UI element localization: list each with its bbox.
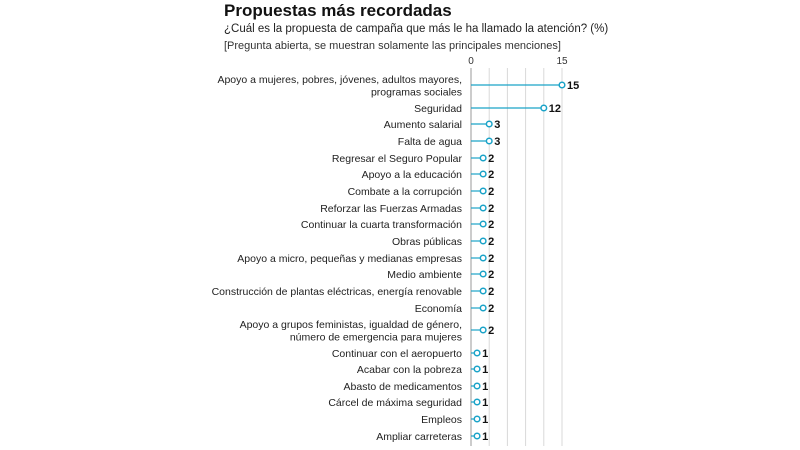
lollipop-point — [479, 220, 487, 228]
category-label: Apoyo a micro, pequeñas y medianas empre… — [237, 253, 462, 265]
lollipop-point — [479, 270, 487, 278]
category-label: Reforzar las Fuerzas Armadas — [320, 203, 462, 215]
data-label: 2 — [488, 169, 494, 181]
data-label: 2 — [488, 219, 494, 231]
category-label: Economía — [415, 303, 462, 315]
lollipop-point — [473, 349, 481, 357]
lollipop-point — [473, 365, 481, 373]
chart-subtitle: ¿Cuál es la propuesta de campaña que más… — [224, 23, 609, 35]
chart-title: Propuestas más recordadas — [224, 1, 452, 20]
data-label: 2 — [488, 325, 494, 337]
lollipop-point — [473, 415, 481, 423]
lollipop-point — [485, 120, 493, 128]
category-label: Obras públicas — [392, 236, 462, 248]
lollipop-point — [473, 398, 481, 406]
data-label: 3 — [494, 136, 500, 148]
category-label: Apoyo a grupos feministas, igualdad de g… — [240, 319, 462, 344]
lollipop-point — [558, 81, 566, 89]
lollipop-point — [473, 432, 481, 440]
data-label: 2 — [488, 303, 494, 315]
x-tick-label: 15 — [556, 56, 568, 67]
category-label: Empleos — [421, 414, 462, 426]
data-label: 1 — [482, 381, 488, 393]
lollipop-point — [479, 170, 487, 178]
category-label: Cárcel de máxima seguridad — [328, 397, 462, 409]
x-tick-label: 0 — [468, 56, 474, 67]
data-label: 2 — [488, 253, 494, 265]
lollipop-point — [479, 254, 487, 262]
lollipop-point — [540, 104, 548, 112]
category-label: Continuar con el aeropuerto — [332, 348, 462, 360]
data-label: 1 — [482, 364, 488, 376]
data-label: 15 — [567, 80, 579, 92]
category-label: Acabar con la pobreza — [357, 364, 462, 376]
data-label: 2 — [488, 203, 494, 215]
data-label: 1 — [482, 397, 488, 409]
data-label: 3 — [494, 119, 500, 131]
category-label: Regresar el Seguro Popular — [332, 153, 463, 165]
chart-note: [Pregunta abierta, se muestran solamente… — [224, 40, 561, 52]
category-label: Construcción de plantas eléctricas, ener… — [212, 286, 463, 298]
lollipop-point — [479, 187, 487, 195]
data-label: 2 — [488, 286, 494, 298]
lollipop-point — [479, 287, 487, 295]
lollipop-point — [479, 204, 487, 212]
lollipop-point — [479, 326, 487, 334]
data-label: 1 — [482, 431, 488, 443]
lollipop-point — [479, 154, 487, 162]
data-label: 1 — [482, 348, 488, 360]
category-label: Falta de agua — [398, 136, 462, 148]
category-label: Combate a la corrupción — [348, 186, 463, 198]
category-label: Seguridad — [414, 103, 462, 115]
data-label: 2 — [488, 153, 494, 165]
lollipop-point — [479, 237, 487, 245]
category-label: Apoyo a mujeres, pobres, jóvenes, adulto… — [217, 74, 462, 99]
category-label: Aumento salarial — [384, 119, 462, 131]
data-label: 2 — [488, 269, 494, 281]
category-label: Ampliar carreteras — [376, 431, 462, 443]
lollipop-point — [485, 137, 493, 145]
category-label: Apoyo a la educación — [362, 169, 463, 181]
data-label: 2 — [488, 236, 494, 248]
category-label: Medio ambiente — [387, 269, 462, 281]
data-label: 1 — [482, 414, 488, 426]
lollipop-point — [473, 382, 481, 390]
category-label: Continuar la cuarta transformación — [301, 219, 462, 231]
data-label: 12 — [549, 103, 561, 115]
category-label: Abasto de medicamentos — [344, 381, 462, 393]
lollipop-point — [479, 304, 487, 312]
data-label: 2 — [488, 186, 494, 198]
